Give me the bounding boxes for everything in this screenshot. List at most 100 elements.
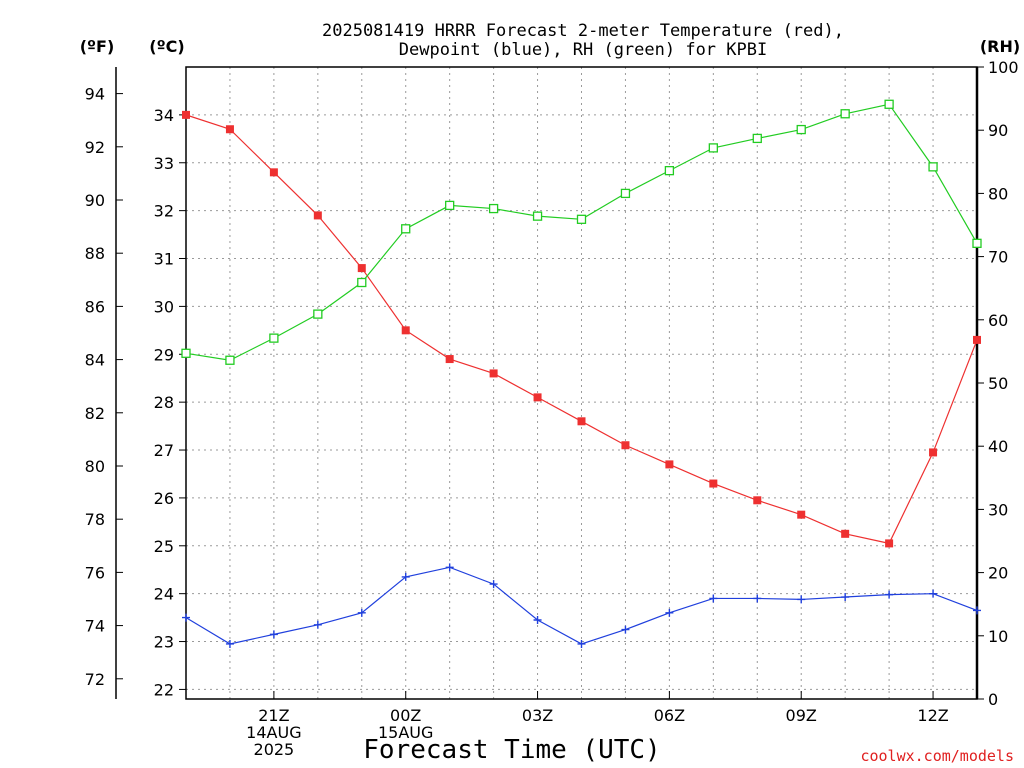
grid-lines bbox=[186, 67, 977, 699]
x-tick-label: 03Z bbox=[522, 706, 553, 725]
dewpoint-point bbox=[753, 594, 762, 603]
celsius-tick-label: 24 bbox=[154, 585, 174, 604]
celsius-tick-label: 34 bbox=[154, 106, 174, 125]
rh-tick-label: 60 bbox=[988, 311, 1008, 330]
dewpoint-point bbox=[357, 608, 366, 617]
fahrenheit-unit-label: (ºF) bbox=[80, 37, 115, 56]
rh-tick-label: 50 bbox=[988, 374, 1008, 393]
temperature-point bbox=[665, 460, 674, 469]
fahrenheit-tick-label: 74 bbox=[85, 617, 105, 636]
rh-line bbox=[185, 103, 978, 361]
temperature-point bbox=[797, 510, 806, 519]
temperature-point bbox=[621, 441, 630, 450]
x-tick-label: 15AUG bbox=[378, 723, 433, 742]
rh-tick-label: 10 bbox=[988, 627, 1008, 646]
rh-point bbox=[357, 277, 367, 288]
fahrenheit-tick-label: 90 bbox=[85, 191, 105, 210]
tick-labels: 22 23 24 25 26 27 28 29 30 31 32 33 34 72 74 76 78 80 82 84… bbox=[85, 58, 1019, 759]
rh-point bbox=[664, 165, 675, 176]
x-tick-label: 09Z bbox=[786, 706, 817, 725]
dewpoint-point bbox=[665, 608, 674, 617]
rh-tick-label: 70 bbox=[988, 248, 1008, 267]
dewpoint-point bbox=[401, 572, 410, 581]
fahrenheit-tick-label: 72 bbox=[85, 670, 105, 689]
rh-point bbox=[488, 203, 499, 214]
temperature-point bbox=[269, 168, 278, 177]
dewpoint-point bbox=[797, 595, 806, 604]
temperature-point bbox=[577, 417, 586, 426]
temperature-point bbox=[489, 369, 498, 378]
dewpoint-point bbox=[841, 593, 850, 602]
dewpoint-point bbox=[885, 590, 894, 599]
temperature-point bbox=[709, 479, 718, 488]
rh-point bbox=[928, 162, 938, 172]
fahrenheit-tick-label: 80 bbox=[85, 457, 105, 476]
celsius-unit-label: (ºC) bbox=[149, 37, 184, 56]
rh-unit-label: (RH) bbox=[980, 37, 1020, 56]
rh-series bbox=[181, 99, 982, 365]
dewpoint-point bbox=[709, 594, 718, 603]
dewpoint-point bbox=[269, 630, 278, 639]
fahrenheit-tick-label: 82 bbox=[85, 404, 105, 423]
temperature-point bbox=[401, 326, 410, 335]
rh-tick-label: 40 bbox=[988, 437, 1008, 456]
x-tick-label: 06Z bbox=[654, 706, 685, 725]
temperature-series bbox=[182, 110, 981, 548]
celsius-tick-label: 33 bbox=[154, 154, 174, 173]
rh-point bbox=[796, 124, 806, 135]
dewpoint-point bbox=[445, 563, 454, 572]
dewpoint-point bbox=[225, 639, 234, 648]
temperature-point bbox=[533, 393, 542, 402]
fahrenheit-tick-label: 84 bbox=[85, 351, 105, 370]
x-tick-label: 12Z bbox=[917, 706, 948, 725]
fahrenheit-tick-label: 76 bbox=[85, 563, 105, 582]
dewpoint-point bbox=[182, 613, 190, 622]
rh-tick-label: 80 bbox=[988, 184, 1008, 203]
dewpoint-point bbox=[973, 606, 981, 615]
celsius-tick-label: 28 bbox=[154, 393, 174, 412]
celsius-tick-label: 26 bbox=[154, 489, 174, 508]
dewpoint-point bbox=[533, 616, 542, 624]
rh-point bbox=[401, 224, 411, 234]
temperature-point bbox=[929, 448, 938, 457]
rh-tick-label: 0 bbox=[988, 690, 998, 709]
dewpoint-point bbox=[929, 589, 938, 598]
rh-tick-label: 30 bbox=[988, 500, 1008, 519]
chart-title-line-1: 2025081419 HRRR Forecast 2-meter Tempera… bbox=[322, 21, 844, 41]
rh-point bbox=[972, 238, 982, 248]
x-tick-label: 14AUG bbox=[246, 723, 301, 742]
rh-point bbox=[708, 143, 718, 153]
plot-frame bbox=[185, 66, 978, 700]
fahrenheit-tick-label: 86 bbox=[85, 297, 105, 316]
rh-point bbox=[620, 188, 631, 199]
data-series bbox=[181, 99, 982, 648]
dewpoint-point bbox=[313, 620, 322, 629]
rh-point bbox=[840, 109, 850, 119]
rh-point bbox=[269, 333, 279, 343]
temperature-point bbox=[885, 539, 894, 548]
rh-point bbox=[532, 211, 543, 221]
temperature-point bbox=[313, 211, 322, 220]
temperature-point bbox=[225, 125, 234, 134]
rh-point bbox=[752, 133, 762, 144]
dewpoint-point bbox=[577, 639, 586, 648]
rh-tick-label: 100 bbox=[988, 58, 1019, 77]
credit-text: coolwx.com/models bbox=[860, 747, 1014, 765]
rh-tick-label: 90 bbox=[988, 121, 1008, 140]
temperature-point bbox=[445, 355, 454, 364]
rh-point bbox=[313, 309, 323, 319]
fahrenheit-tick-label: 94 bbox=[85, 85, 105, 104]
celsius-tick-label: 32 bbox=[154, 202, 174, 221]
temperature-point bbox=[753, 496, 762, 505]
fahrenheit-tick-label: 92 bbox=[85, 138, 105, 157]
celsius-tick-label: 27 bbox=[154, 441, 174, 460]
axes bbox=[115, 66, 984, 700]
temperature-point bbox=[182, 110, 190, 119]
celsius-tick-label: 22 bbox=[154, 680, 174, 699]
celsius-tick-label: 30 bbox=[154, 297, 174, 316]
rh-point bbox=[445, 200, 455, 211]
rh-point bbox=[576, 214, 587, 224]
celsius-tick-label: 23 bbox=[154, 633, 174, 652]
rh-point bbox=[225, 355, 235, 365]
